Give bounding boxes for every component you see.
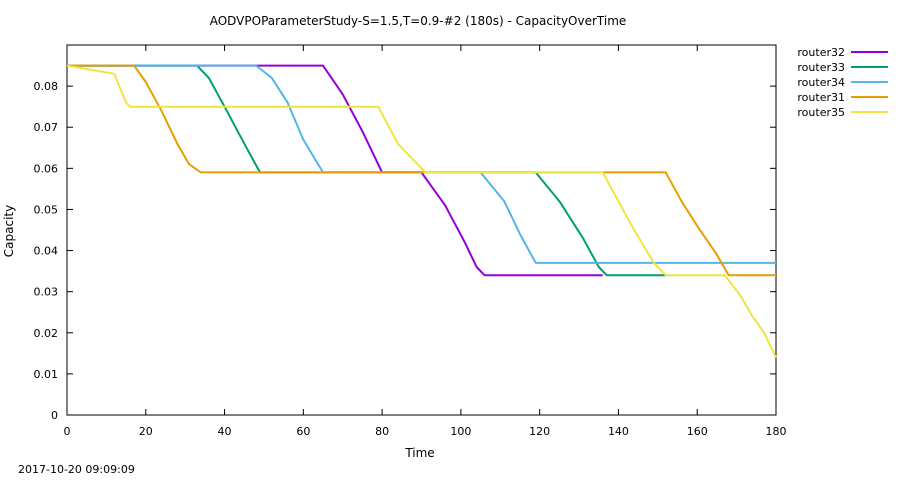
y-tick-label: 0 [51,409,58,422]
x-tick-label: 60 [296,425,310,438]
legend-label: router35 [797,106,845,119]
legend-label: router31 [797,91,845,104]
legend-label: router32 [797,46,845,59]
y-tick-label: 0.06 [34,162,59,175]
x-tick-label: 100 [450,425,471,438]
legend-label: router34 [797,76,845,89]
series-line-router31 [67,64,776,277]
timestamp: 2017-10-20 09:09:09 [18,463,135,476]
x-tick-label: 140 [608,425,629,438]
y-tick-label: 0.01 [34,368,59,381]
x-tick-label: 80 [375,425,389,438]
series-line-router34 [67,64,776,264]
chart-title: AODVPOParameterStudy-S=1.5,T=0.9-#2 (180… [210,14,627,28]
series-lines [66,64,777,358]
x-tick-label: 0 [64,425,71,438]
x-tick-label: 40 [218,425,232,438]
y-tick-label: 0.08 [34,80,59,93]
legend: router32 router33 router34 router31 router35 [797,46,888,119]
y-tick-label: 0.03 [34,286,59,299]
x-tick-label: 20 [139,425,153,438]
x-tick-label: 120 [529,425,550,438]
plot-frame [66,44,777,416]
y-tick-label: 0.04 [34,245,59,258]
y-tick-label: 0.02 [34,327,59,340]
x-tick-label: 160 [687,425,708,438]
legend-label: router33 [797,61,845,74]
series-line-router35 [66,64,777,358]
y-tick-label: 0.05 [34,203,59,216]
series-line-router32 [67,64,603,277]
y-tick-label: 0.07 [34,121,59,134]
x-axis-label: Time [404,446,434,460]
axis-ticks: 0 20 40 60 80 100 120 140 160 180 0 0.01 0.02 0.03 0.0… [34,45,787,438]
series-line-router33 [67,64,666,277]
x-tick-label: 180 [766,425,787,438]
y-axis-label: Capacity [2,205,16,257]
